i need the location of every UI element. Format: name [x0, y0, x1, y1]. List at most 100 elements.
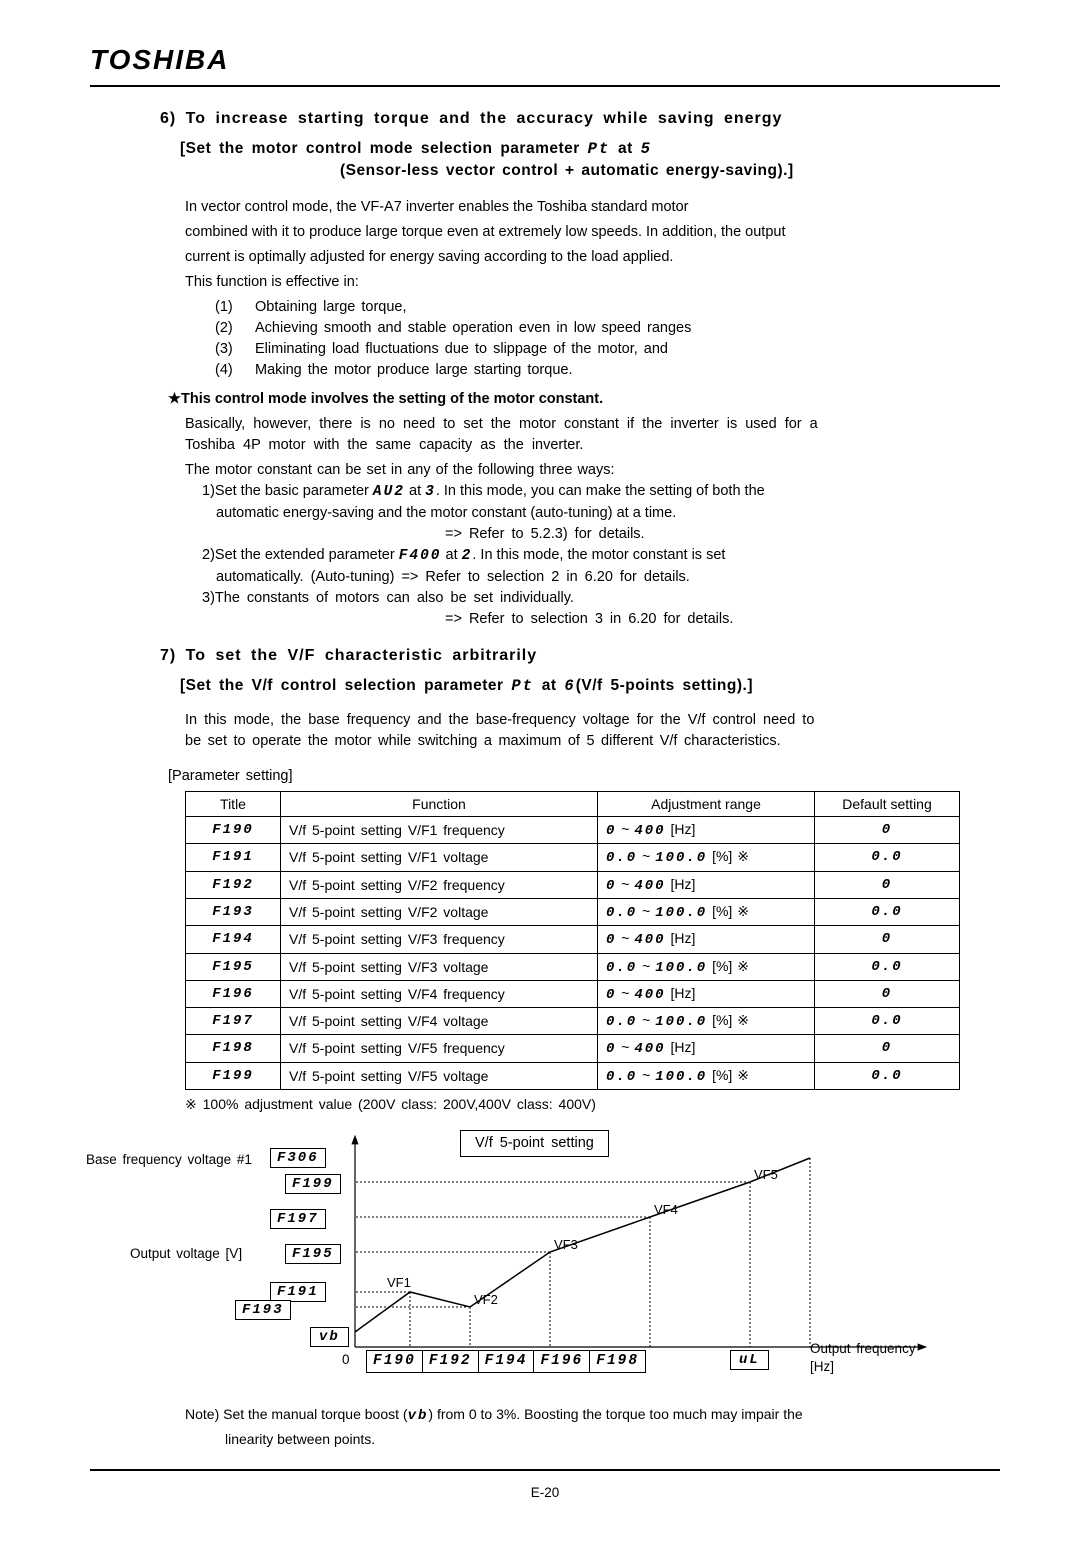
s7-p1: In this mode, the base frequency and the… [185, 710, 1000, 731]
s6-w2-v: 2 [462, 548, 473, 564]
cell-title: F193 [186, 898, 281, 925]
cell-default: 0.0 [815, 953, 960, 980]
table-footnote: ※ 100% adjustment value (200V class: 200… [185, 1094, 1000, 1114]
s7-set-b: at [534, 677, 564, 694]
s6-li-2: (2)Achieving smooth and stable operation… [215, 318, 1000, 339]
table-row: F195V/f 5-point setting V/F3 voltage0.0 … [186, 953, 960, 980]
s7-set-a: [Set the V/f control selection parameter [180, 677, 511, 694]
table-header-row: Title Function Adjustment range Default … [186, 791, 960, 816]
s6-w2-b: at [442, 547, 462, 563]
cell-title: F194 [186, 926, 281, 953]
cell-function: V/f 5-point setting V/F4 frequency [281, 980, 598, 1007]
cell-range: 0.0 ~ 100.0 [%] ※ [598, 953, 815, 980]
section7-heading: 7) To set the V/F characteristic arbitra… [160, 644, 1000, 667]
cell-function: V/f 5-point setting V/F5 frequency [281, 1035, 598, 1062]
cell-default: 0 [815, 817, 960, 844]
top-divider [90, 85, 1000, 87]
ybox-f193: F193 [235, 1300, 291, 1320]
cell-function: V/f 5-point setting V/F2 frequency [281, 871, 598, 898]
s6-w2-p: F400 [399, 548, 442, 564]
cell-range: 0 ~ 400 [Hz] [598, 926, 815, 953]
s6-p1: In vector control mode, the VF-A7 invert… [185, 197, 1000, 218]
s6-w1-b: at [405, 483, 425, 499]
cell-function: V/f 5-point setting V/F3 frequency [281, 926, 598, 953]
th-range: Adjustment range [598, 791, 815, 816]
section6-setline: [Set the motor control mode selection pa… [180, 138, 1000, 160]
note-a-pre: Note) Set the manual torque boost ( [185, 1406, 408, 1422]
cell-title: F192 [186, 871, 281, 898]
s6-w1-v: 3 [425, 484, 436, 500]
s6-li-3: (3)Eliminating load fluctuations due to … [215, 339, 1000, 360]
outputf-label: Output frequency [810, 1339, 916, 1359]
th-title: Title [186, 791, 281, 816]
s6-w2-c: . In this mode, the motor constant is se… [472, 547, 725, 563]
cell-default: 0.0 [815, 844, 960, 871]
note-a-seg: vb [408, 1408, 429, 1424]
table-row: F190V/f 5-point setting V/F1 frequency0 … [186, 817, 960, 844]
note-line-a: Note) Set the manual torque boost (vb) f… [185, 1404, 1000, 1426]
table-row: F193V/f 5-point setting V/F2 voltage0.0 … [186, 898, 960, 925]
ybox-f199: F199 [285, 1174, 341, 1194]
cell-title: F190 [186, 817, 281, 844]
s6-basic1: Basically, however, there is no need to … [185, 414, 1000, 435]
cell-range: 0 ~ 400 [Hz] [598, 817, 815, 844]
th-function: Function [281, 791, 598, 816]
vf4-label: VF4 [654, 1201, 678, 1220]
cell-range: 0.0 ~ 100.0 [%] ※ [598, 1008, 815, 1035]
cell-title: F199 [186, 1062, 281, 1089]
xbox-f198: F198 [590, 1351, 645, 1372]
vf-chart: V/f 5-point setting Base frequency volta… [90, 1132, 1000, 1392]
s6-set-val: 5 [641, 140, 652, 158]
vf5-label: VF5 [754, 1166, 778, 1185]
s7-set-val: 6 [564, 677, 575, 695]
s6-w1-a: 1)Set the basic parameter [202, 483, 373, 499]
s6-p2: combined with it to produce large torque… [185, 222, 1000, 243]
cell-default: 0.0 [815, 1062, 960, 1089]
cell-default: 0.0 [815, 898, 960, 925]
s6-ref1: => Refer to 5.2.3) for details. [445, 524, 1000, 545]
note-a-post: ) from 0 to 3%. Boosting the torque too … [428, 1406, 802, 1422]
cell-default: 0 [815, 980, 960, 1007]
outputv-label: Output voltage [V] [130, 1244, 242, 1264]
cell-title: F191 [186, 844, 281, 871]
note-line-b: linearity between points. [225, 1429, 1000, 1449]
s6-set-param: Pt [588, 140, 611, 158]
page-number: E-20 [90, 1483, 1000, 1503]
th-default: Default setting [815, 791, 960, 816]
cell-title: F197 [186, 1008, 281, 1035]
cell-function: V/f 5-point setting V/F1 voltage [281, 844, 598, 871]
s6-three: The motor constant can be set in any of … [185, 460, 1000, 481]
table-row: F192V/f 5-point setting V/F2 frequency0 … [186, 871, 960, 898]
basefreq-label: Base frequency voltage #1 [86, 1150, 252, 1170]
cell-function: V/f 5-point setting V/F3 voltage [281, 953, 598, 980]
s6-li-2-n: (2) [215, 318, 255, 339]
s6-way3: 3)The constants of motors can also be se… [202, 588, 1000, 609]
xbox-row: F190 F192 F194 F196 F198 [366, 1350, 646, 1373]
s6-way2a: 2)Set the extended parameter F400 at 2. … [202, 545, 1000, 567]
chart-title: V/f 5-point setting [460, 1130, 609, 1157]
brand-logo: TOSHIBA [90, 40, 1000, 81]
s6-li-4-t: Making the motor produce large starting … [255, 362, 572, 378]
s6-li-3-n: (3) [215, 339, 255, 360]
s6-li-3-t: Eliminating load fluctuations due to sli… [255, 341, 668, 357]
section6-list: (1)Obtaining large torque, (2)Achieving … [90, 297, 1000, 381]
s7-set-c: (V/f 5-points setting).] [576, 677, 753, 694]
cell-title: F198 [186, 1035, 281, 1062]
s6-set-b: at [610, 140, 640, 157]
cell-range: 0.0 ~ 100.0 [%] ※ [598, 844, 815, 871]
s6-ref3: => Refer to selection 3 in 6.20 for deta… [445, 609, 1000, 630]
cell-default: 0 [815, 1035, 960, 1062]
parameter-table: Title Function Adjustment range Default … [185, 791, 960, 1090]
s6-way2b: automatically. (Auto-tuning) => Refer to… [216, 567, 1000, 588]
vf3-label: VF3 [554, 1236, 578, 1255]
table-row: F196V/f 5-point setting V/F4 frequency0 … [186, 980, 960, 1007]
section7-setline: [Set the V/f control selection parameter… [180, 675, 1000, 697]
xbox-f192: F192 [423, 1351, 479, 1372]
table-row: F199V/f 5-point setting V/F5 voltage0.0 … [186, 1062, 960, 1089]
cell-function: V/f 5-point setting V/F2 voltage [281, 898, 598, 925]
section6-heading: 6) To increase starting torque and the a… [160, 107, 1000, 130]
table-row: F191V/f 5-point setting V/F1 voltage0.0 … [186, 844, 960, 871]
cell-range: 0.0 ~ 100.0 [%] ※ [598, 898, 815, 925]
section6-setsub: (Sensor-less vector control + automatic … [340, 160, 1000, 182]
s6-set-a: [Set the motor control mode selection pa… [180, 140, 588, 157]
